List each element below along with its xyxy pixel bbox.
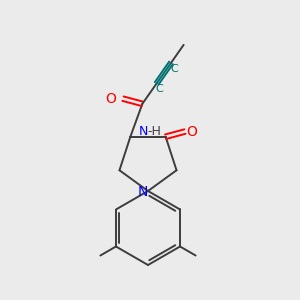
Text: C: C [170,64,178,74]
Text: C: C [156,84,164,94]
Text: N: N [138,125,148,138]
Text: O: O [187,124,197,139]
Text: O: O [105,92,116,106]
Text: N: N [138,185,148,199]
Text: -H: -H [147,125,161,138]
